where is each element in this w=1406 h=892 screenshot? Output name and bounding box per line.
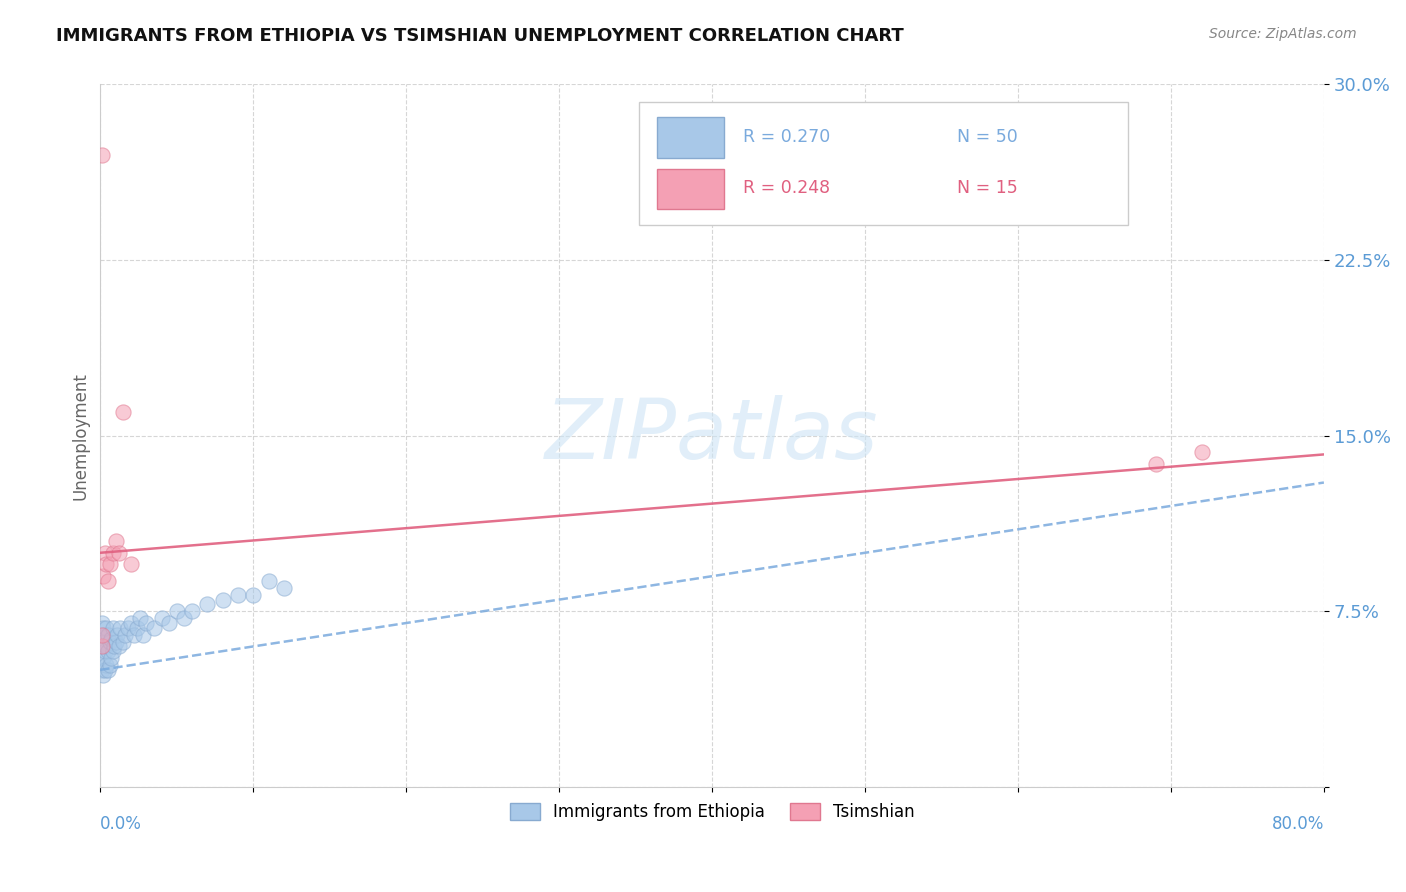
Text: N = 15: N = 15	[957, 179, 1018, 197]
Point	[1191, 445, 1213, 459]
Point	[90, 640, 112, 654]
Point	[98, 558, 121, 572]
FancyBboxPatch shape	[657, 118, 724, 158]
Point	[101, 644, 124, 658]
Point	[96, 640, 118, 654]
Point	[112, 405, 135, 419]
FancyBboxPatch shape	[638, 102, 1128, 225]
Text: 80.0%: 80.0%	[1271, 815, 1324, 833]
Point	[110, 621, 132, 635]
Point	[107, 546, 129, 560]
Point	[132, 628, 155, 642]
Point	[93, 569, 115, 583]
Point	[117, 621, 139, 635]
Text: N = 50: N = 50	[957, 128, 1018, 146]
Point	[96, 658, 118, 673]
Point	[122, 628, 145, 642]
Legend: Immigrants from Ethiopia, Tsimshian: Immigrants from Ethiopia, Tsimshian	[503, 797, 921, 828]
Point	[90, 615, 112, 630]
Point	[100, 632, 122, 647]
Text: R = 0.270: R = 0.270	[742, 128, 830, 146]
Point	[105, 628, 128, 642]
Point	[93, 667, 115, 681]
Point	[112, 634, 135, 648]
Point	[90, 628, 112, 642]
Point	[242, 588, 264, 602]
Point	[107, 640, 129, 654]
Point	[90, 663, 112, 677]
Point	[94, 546, 117, 560]
Point	[96, 621, 118, 635]
Point	[120, 558, 142, 572]
Point	[101, 546, 124, 560]
Point	[94, 644, 117, 658]
Point	[125, 621, 148, 635]
Text: IMMIGRANTS FROM ETHIOPIA VS TSIMSHIAN UNEMPLOYMENT CORRELATION CHART: IMMIGRANTS FROM ETHIOPIA VS TSIMSHIAN UN…	[56, 27, 904, 45]
Point	[142, 621, 165, 635]
Point	[90, 147, 112, 161]
Point	[226, 588, 249, 602]
Text: ZIPatlas: ZIPatlas	[546, 395, 879, 476]
Point	[90, 628, 112, 642]
Y-axis label: Unemployment: Unemployment	[72, 372, 89, 500]
Point	[1144, 457, 1167, 471]
Point	[97, 628, 120, 642]
Point	[98, 658, 121, 673]
Point	[97, 644, 120, 658]
Point	[97, 663, 120, 677]
Point	[120, 615, 142, 630]
Point	[181, 604, 204, 618]
Text: R = 0.248: R = 0.248	[742, 179, 830, 197]
Point	[94, 628, 117, 642]
Point	[98, 634, 121, 648]
Point	[100, 651, 122, 665]
Point	[97, 574, 120, 588]
Point	[173, 611, 195, 625]
FancyBboxPatch shape	[657, 169, 724, 210]
Text: Source: ZipAtlas.com: Source: ZipAtlas.com	[1209, 27, 1357, 41]
Point	[211, 592, 233, 607]
Point	[157, 615, 180, 630]
Point	[197, 597, 219, 611]
Point	[90, 651, 112, 665]
Point	[104, 634, 127, 648]
Point	[129, 611, 152, 625]
Point	[90, 640, 112, 654]
Point	[135, 615, 157, 630]
Point	[93, 634, 115, 648]
Point	[103, 640, 125, 654]
Point	[114, 628, 136, 642]
Point	[273, 581, 295, 595]
Point	[93, 651, 115, 665]
Point	[96, 558, 118, 572]
Point	[257, 574, 280, 588]
Point	[94, 663, 117, 677]
Point	[104, 534, 127, 549]
Point	[166, 604, 188, 618]
Point	[93, 621, 115, 635]
Point	[150, 611, 173, 625]
Text: 0.0%: 0.0%	[100, 815, 142, 833]
Point	[101, 621, 124, 635]
